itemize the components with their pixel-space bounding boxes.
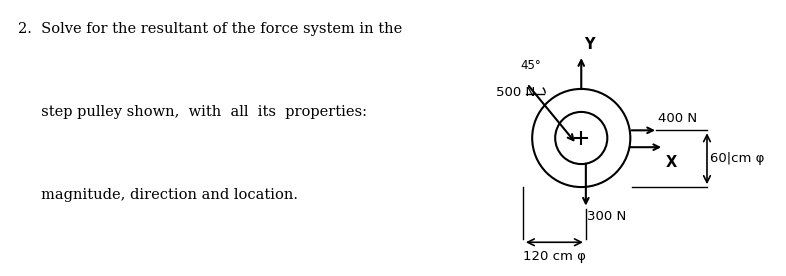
Text: 45°: 45° [520,59,541,72]
Text: magnitude, direction and location.: magnitude, direction and location. [18,188,298,202]
Text: 2.  Solve for the resultant of the force system in the: 2. Solve for the resultant of the force … [18,22,402,36]
Text: 300 N: 300 N [587,210,626,223]
Text: 400 N: 400 N [658,112,697,125]
Text: step pulley shown,  with  all  its  properties:: step pulley shown, with all its properti… [18,105,367,119]
Text: 500 N: 500 N [497,86,535,99]
Text: 60|cm φ: 60|cm φ [710,152,765,165]
Text: X: X [666,155,677,170]
Text: 120 cm φ: 120 cm φ [523,250,586,263]
Text: Y: Y [584,37,595,52]
